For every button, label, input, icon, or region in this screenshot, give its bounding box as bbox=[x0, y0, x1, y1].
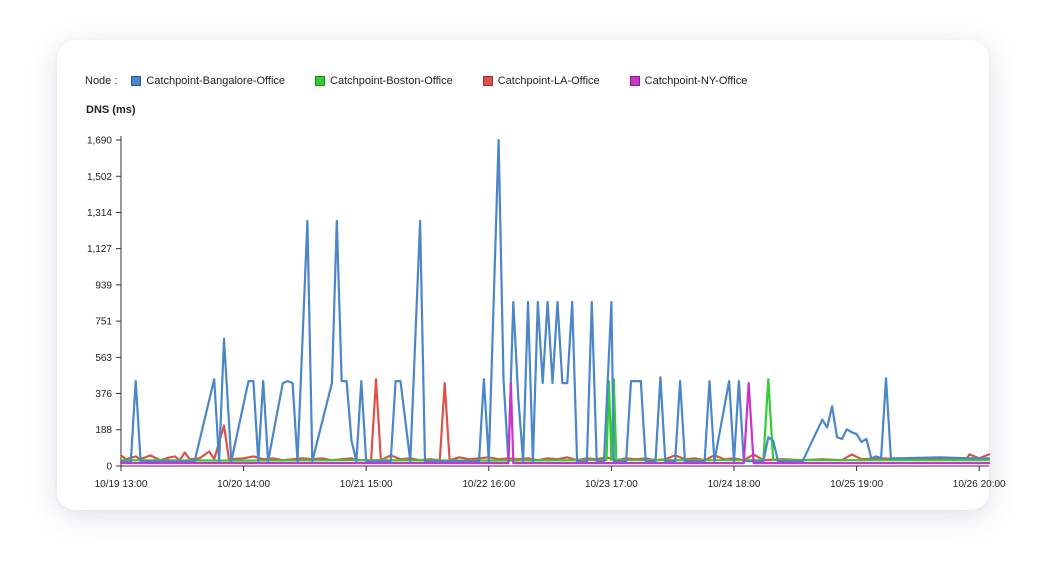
x-tick-label: 10/23 17:00 bbox=[585, 479, 638, 490]
legend-swatch-ny bbox=[629, 76, 640, 86]
y-tick-label: 0 bbox=[106, 462, 112, 473]
y-tick-label: 1,314 bbox=[87, 208, 112, 219]
x-tick-label: 10/19 13:00 bbox=[95, 479, 148, 490]
series-line-catchpoint-ny-office[interactable] bbox=[119, 382, 991, 465]
legend-item-la[interactable]: Catchpoint-LA-Office bbox=[482, 75, 600, 87]
legend-item-boston[interactable]: Catchpoint-Boston-Office bbox=[315, 75, 453, 87]
x-tick-label: 10/20 14:00 bbox=[217, 479, 270, 490]
x-tick-label: 10/24 18:00 bbox=[708, 479, 761, 490]
legend-item-ny[interactable]: Catchpoint-NY-Office bbox=[629, 75, 748, 87]
legend-label-ny: Catchpoint-NY-Office bbox=[644, 75, 748, 87]
legend-item-bangalore[interactable]: Catchpoint-Bangalore-Office bbox=[131, 75, 285, 87]
series-line-catchpoint-bangalore-office[interactable] bbox=[119, 138, 991, 464]
y-axis-title: DNS (ms) bbox=[86, 104, 136, 116]
y-tick-label: 1,127 bbox=[87, 244, 112, 255]
y-tick-label: 1,690 bbox=[87, 136, 112, 147]
legend-title: Node : bbox=[85, 75, 118, 87]
y-axis: 0 188 376 563 751 939 1,127 1,314 1,502 1,690 bbox=[87, 136, 122, 473]
y-tick-label: 751 bbox=[95, 317, 112, 328]
y-tick-label: 563 bbox=[95, 353, 112, 364]
legend-swatch-bangalore bbox=[131, 76, 142, 86]
x-tick-label: 10/26 20:00 bbox=[953, 479, 1006, 490]
legend-swatch-la bbox=[482, 76, 493, 86]
legend-label-la: Catchpoint-LA-Office bbox=[497, 75, 600, 87]
series-group bbox=[119, 138, 991, 465]
y-tick-label: 939 bbox=[95, 280, 112, 291]
y-tick-label: 1,502 bbox=[87, 172, 112, 183]
series-line-catchpoint-boston-office[interactable] bbox=[119, 378, 991, 462]
y-tick-label: 376 bbox=[95, 389, 112, 400]
legend-label-bangalore: Catchpoint-Bangalore-Office bbox=[146, 75, 286, 87]
legend: Node : Catchpoint-Bangalore-Office Catch… bbox=[85, 73, 777, 89]
x-tick-label: 10/22 16:00 bbox=[462, 479, 515, 490]
x-tick-label: 10/25 19:00 bbox=[830, 479, 883, 490]
legend-swatch-boston bbox=[315, 76, 326, 86]
legend-label-boston: Catchpoint-Boston-Office bbox=[330, 75, 453, 87]
x-axis: 10/19 13:00 10/20 14:00 10/21 15:00 10/22 1… bbox=[95, 465, 1006, 490]
series-line-catchpoint-la-office[interactable] bbox=[119, 378, 991, 462]
y-tick-label: 188 bbox=[95, 425, 112, 436]
x-tick-label: 10/21 15:00 bbox=[340, 479, 393, 490]
